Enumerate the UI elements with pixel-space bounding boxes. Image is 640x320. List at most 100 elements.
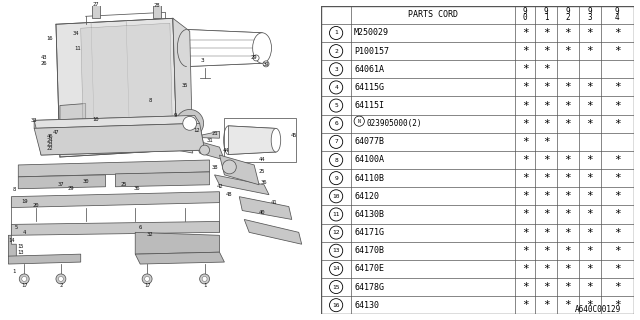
Text: *: * [586, 83, 593, 92]
Text: *: * [522, 282, 529, 292]
Text: 3: 3 [588, 13, 592, 22]
Text: PARTS CORD: PARTS CORD [408, 10, 458, 19]
Polygon shape [173, 18, 193, 153]
Polygon shape [239, 197, 292, 220]
Text: 14: 14 [8, 238, 15, 243]
Text: *: * [564, 46, 572, 56]
Text: *: * [564, 173, 572, 183]
Text: *: * [543, 83, 550, 92]
Text: 42: 42 [216, 184, 223, 189]
Text: *: * [614, 191, 621, 201]
Polygon shape [60, 103, 86, 142]
Polygon shape [8, 235, 16, 259]
Text: *: * [614, 173, 621, 183]
Text: 44: 44 [223, 148, 230, 153]
Text: 5: 5 [334, 103, 338, 108]
Polygon shape [195, 140, 225, 160]
Text: *: * [543, 64, 550, 74]
Text: 15: 15 [17, 244, 24, 249]
Text: 10: 10 [92, 117, 99, 122]
Text: *: * [543, 191, 550, 201]
Text: 14: 14 [332, 266, 340, 271]
Text: *: * [543, 28, 550, 38]
Text: *: * [564, 300, 572, 310]
Text: 64077B: 64077B [354, 137, 384, 146]
Text: 34: 34 [72, 31, 79, 36]
Text: 64170B: 64170B [354, 246, 384, 255]
Bar [225, 118, 296, 162]
Text: *: * [522, 173, 529, 183]
Text: 36: 36 [261, 180, 268, 185]
Text: 64130B: 64130B [354, 210, 384, 219]
Text: 4: 4 [615, 13, 620, 22]
Text: *: * [543, 173, 550, 183]
Text: *: * [614, 83, 621, 92]
Text: 64171G: 64171G [354, 228, 384, 237]
Text: 10: 10 [332, 194, 340, 199]
Text: *: * [586, 209, 593, 220]
Ellipse shape [271, 128, 281, 152]
Text: 16: 16 [332, 303, 340, 308]
Text: 20: 20 [33, 203, 40, 208]
Text: *: * [522, 209, 529, 220]
Text: 25: 25 [120, 182, 127, 187]
Text: 5: 5 [15, 225, 18, 230]
Text: 48: 48 [226, 192, 232, 197]
Text: *: * [614, 282, 621, 292]
Polygon shape [187, 29, 262, 67]
Text: *: * [564, 246, 572, 256]
Text: 64110B: 64110B [354, 174, 384, 183]
Polygon shape [115, 172, 209, 187]
Circle shape [56, 274, 66, 284]
Circle shape [145, 276, 150, 281]
Text: *: * [543, 246, 550, 256]
Text: 64120: 64120 [354, 192, 379, 201]
Text: *: * [564, 282, 572, 292]
Text: 35: 35 [182, 83, 188, 88]
Polygon shape [34, 116, 200, 128]
Circle shape [58, 276, 63, 281]
Text: 1: 1 [334, 30, 338, 36]
Text: 19: 19 [21, 199, 28, 204]
Text: 8: 8 [334, 157, 338, 163]
Text: 8: 8 [13, 187, 16, 192]
Text: 30: 30 [83, 179, 89, 184]
Text: 7: 7 [334, 139, 338, 144]
Ellipse shape [253, 33, 271, 63]
Text: *: * [586, 46, 593, 56]
Text: *: * [614, 264, 621, 274]
Text: 13: 13 [332, 248, 340, 253]
Text: *: * [614, 100, 621, 111]
Polygon shape [34, 116, 205, 155]
Text: 2: 2 [334, 49, 338, 54]
Circle shape [200, 145, 209, 155]
Text: 12: 12 [332, 230, 340, 235]
Text: *: * [586, 282, 593, 292]
Text: 64178G: 64178G [354, 283, 384, 292]
Text: *: * [614, 28, 621, 38]
Text: 6: 6 [334, 121, 338, 126]
Polygon shape [220, 155, 259, 185]
Polygon shape [214, 175, 269, 195]
Text: *: * [522, 119, 529, 129]
Text: 2: 2 [566, 13, 570, 22]
Bar [92, 4, 100, 18]
Circle shape [200, 274, 209, 284]
Text: 37: 37 [58, 182, 64, 187]
Polygon shape [19, 160, 209, 177]
Text: *: * [543, 300, 550, 310]
Text: *: * [586, 264, 593, 274]
Text: *: * [586, 246, 593, 256]
Text: 41: 41 [271, 200, 277, 205]
Text: *: * [614, 246, 621, 256]
Text: 39: 39 [263, 62, 269, 68]
Circle shape [223, 160, 236, 174]
Text: 3: 3 [334, 67, 338, 72]
Polygon shape [244, 220, 301, 244]
Polygon shape [56, 18, 177, 157]
Text: *: * [614, 46, 621, 56]
Text: 1: 1 [13, 269, 16, 275]
Circle shape [19, 274, 29, 284]
Polygon shape [19, 175, 106, 189]
Text: *: * [522, 246, 529, 256]
